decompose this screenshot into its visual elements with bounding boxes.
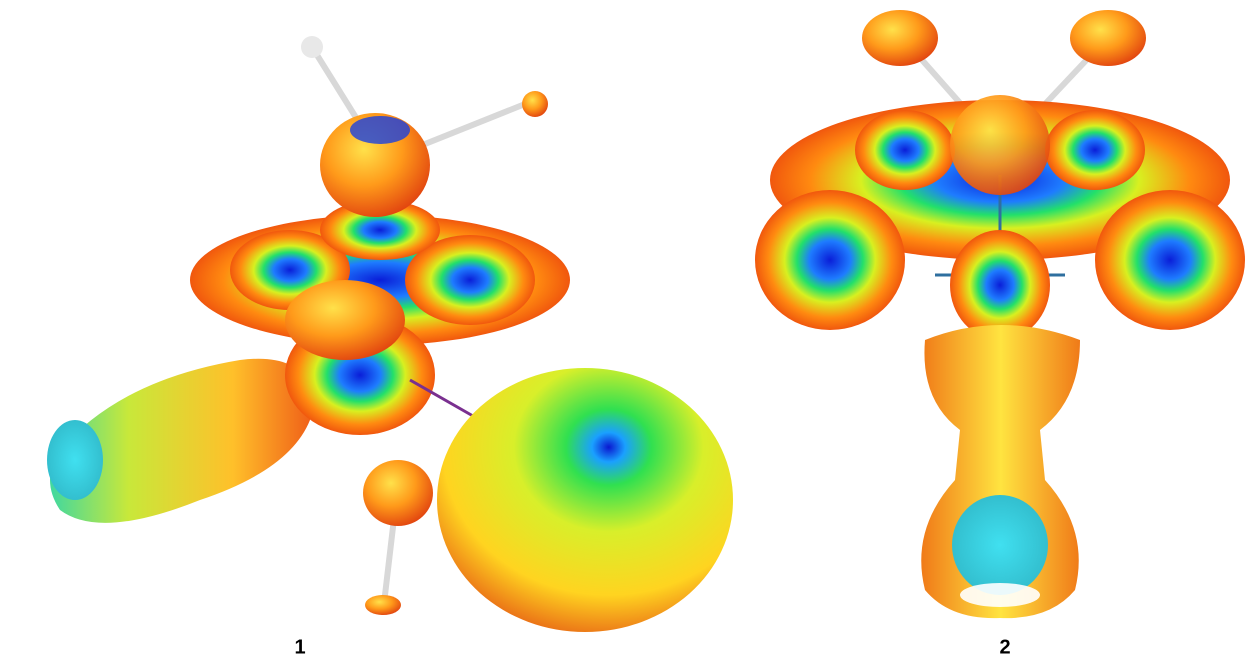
panel-1-render	[47, 36, 733, 632]
panel-label: 2	[999, 636, 1010, 658]
panel-2-render	[755, 10, 1245, 618]
panel-label: 1	[294, 636, 305, 658]
figure: 1 2	[0, 0, 1248, 660]
